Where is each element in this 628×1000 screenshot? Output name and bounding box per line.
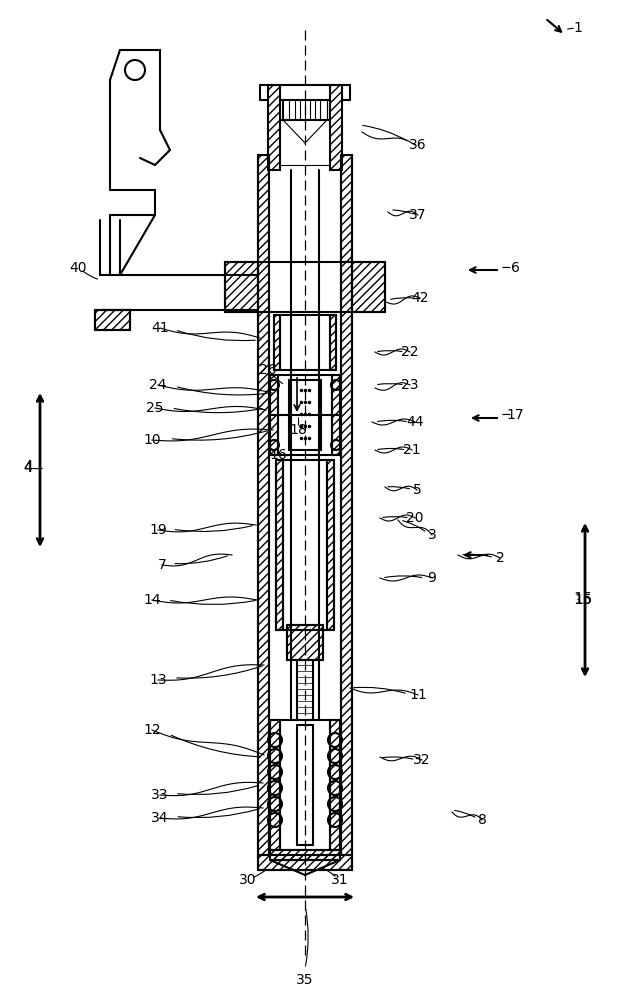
- Text: 16: 16: [269, 448, 287, 462]
- Text: 2: 2: [495, 551, 504, 565]
- Text: 44: 44: [406, 415, 424, 429]
- Text: 34: 34: [151, 811, 169, 825]
- Text: 12: 12: [143, 723, 161, 737]
- Text: 10: 10: [143, 433, 161, 447]
- Text: 13: 13: [149, 673, 167, 687]
- Text: 15: 15: [573, 592, 593, 607]
- Text: 7: 7: [158, 558, 166, 572]
- Text: 18: 18: [289, 423, 307, 437]
- Text: 11: 11: [409, 688, 427, 702]
- Text: 33: 33: [151, 788, 169, 802]
- Text: 22: 22: [401, 345, 419, 359]
- Text: 19: 19: [149, 523, 167, 537]
- Text: 1: 1: [573, 21, 582, 35]
- Text: 6: 6: [511, 261, 519, 275]
- Text: 24: 24: [149, 378, 167, 392]
- Text: 5: 5: [413, 483, 421, 497]
- Text: 20: 20: [406, 511, 424, 525]
- Text: 42: 42: [411, 291, 429, 305]
- Text: 31: 31: [331, 873, 349, 887]
- Text: 25: 25: [146, 401, 164, 415]
- Text: 3: 3: [428, 528, 436, 542]
- Text: 36: 36: [409, 138, 427, 152]
- Text: 8: 8: [477, 813, 487, 827]
- Text: 4: 4: [24, 461, 33, 475]
- Text: 15: 15: [574, 593, 592, 607]
- Text: 32: 32: [413, 753, 431, 767]
- Text: 17: 17: [506, 408, 524, 422]
- Text: 26: 26: [259, 363, 277, 377]
- Text: 35: 35: [296, 973, 314, 987]
- Text: 4: 4: [23, 460, 33, 476]
- Text: 37: 37: [409, 208, 427, 222]
- Text: 21: 21: [403, 443, 421, 457]
- Text: 40: 40: [69, 261, 87, 275]
- Text: 41: 41: [151, 321, 169, 335]
- Text: 9: 9: [428, 571, 436, 585]
- Text: 30: 30: [239, 873, 257, 887]
- Text: 23: 23: [401, 378, 419, 392]
- Text: 14: 14: [143, 593, 161, 607]
